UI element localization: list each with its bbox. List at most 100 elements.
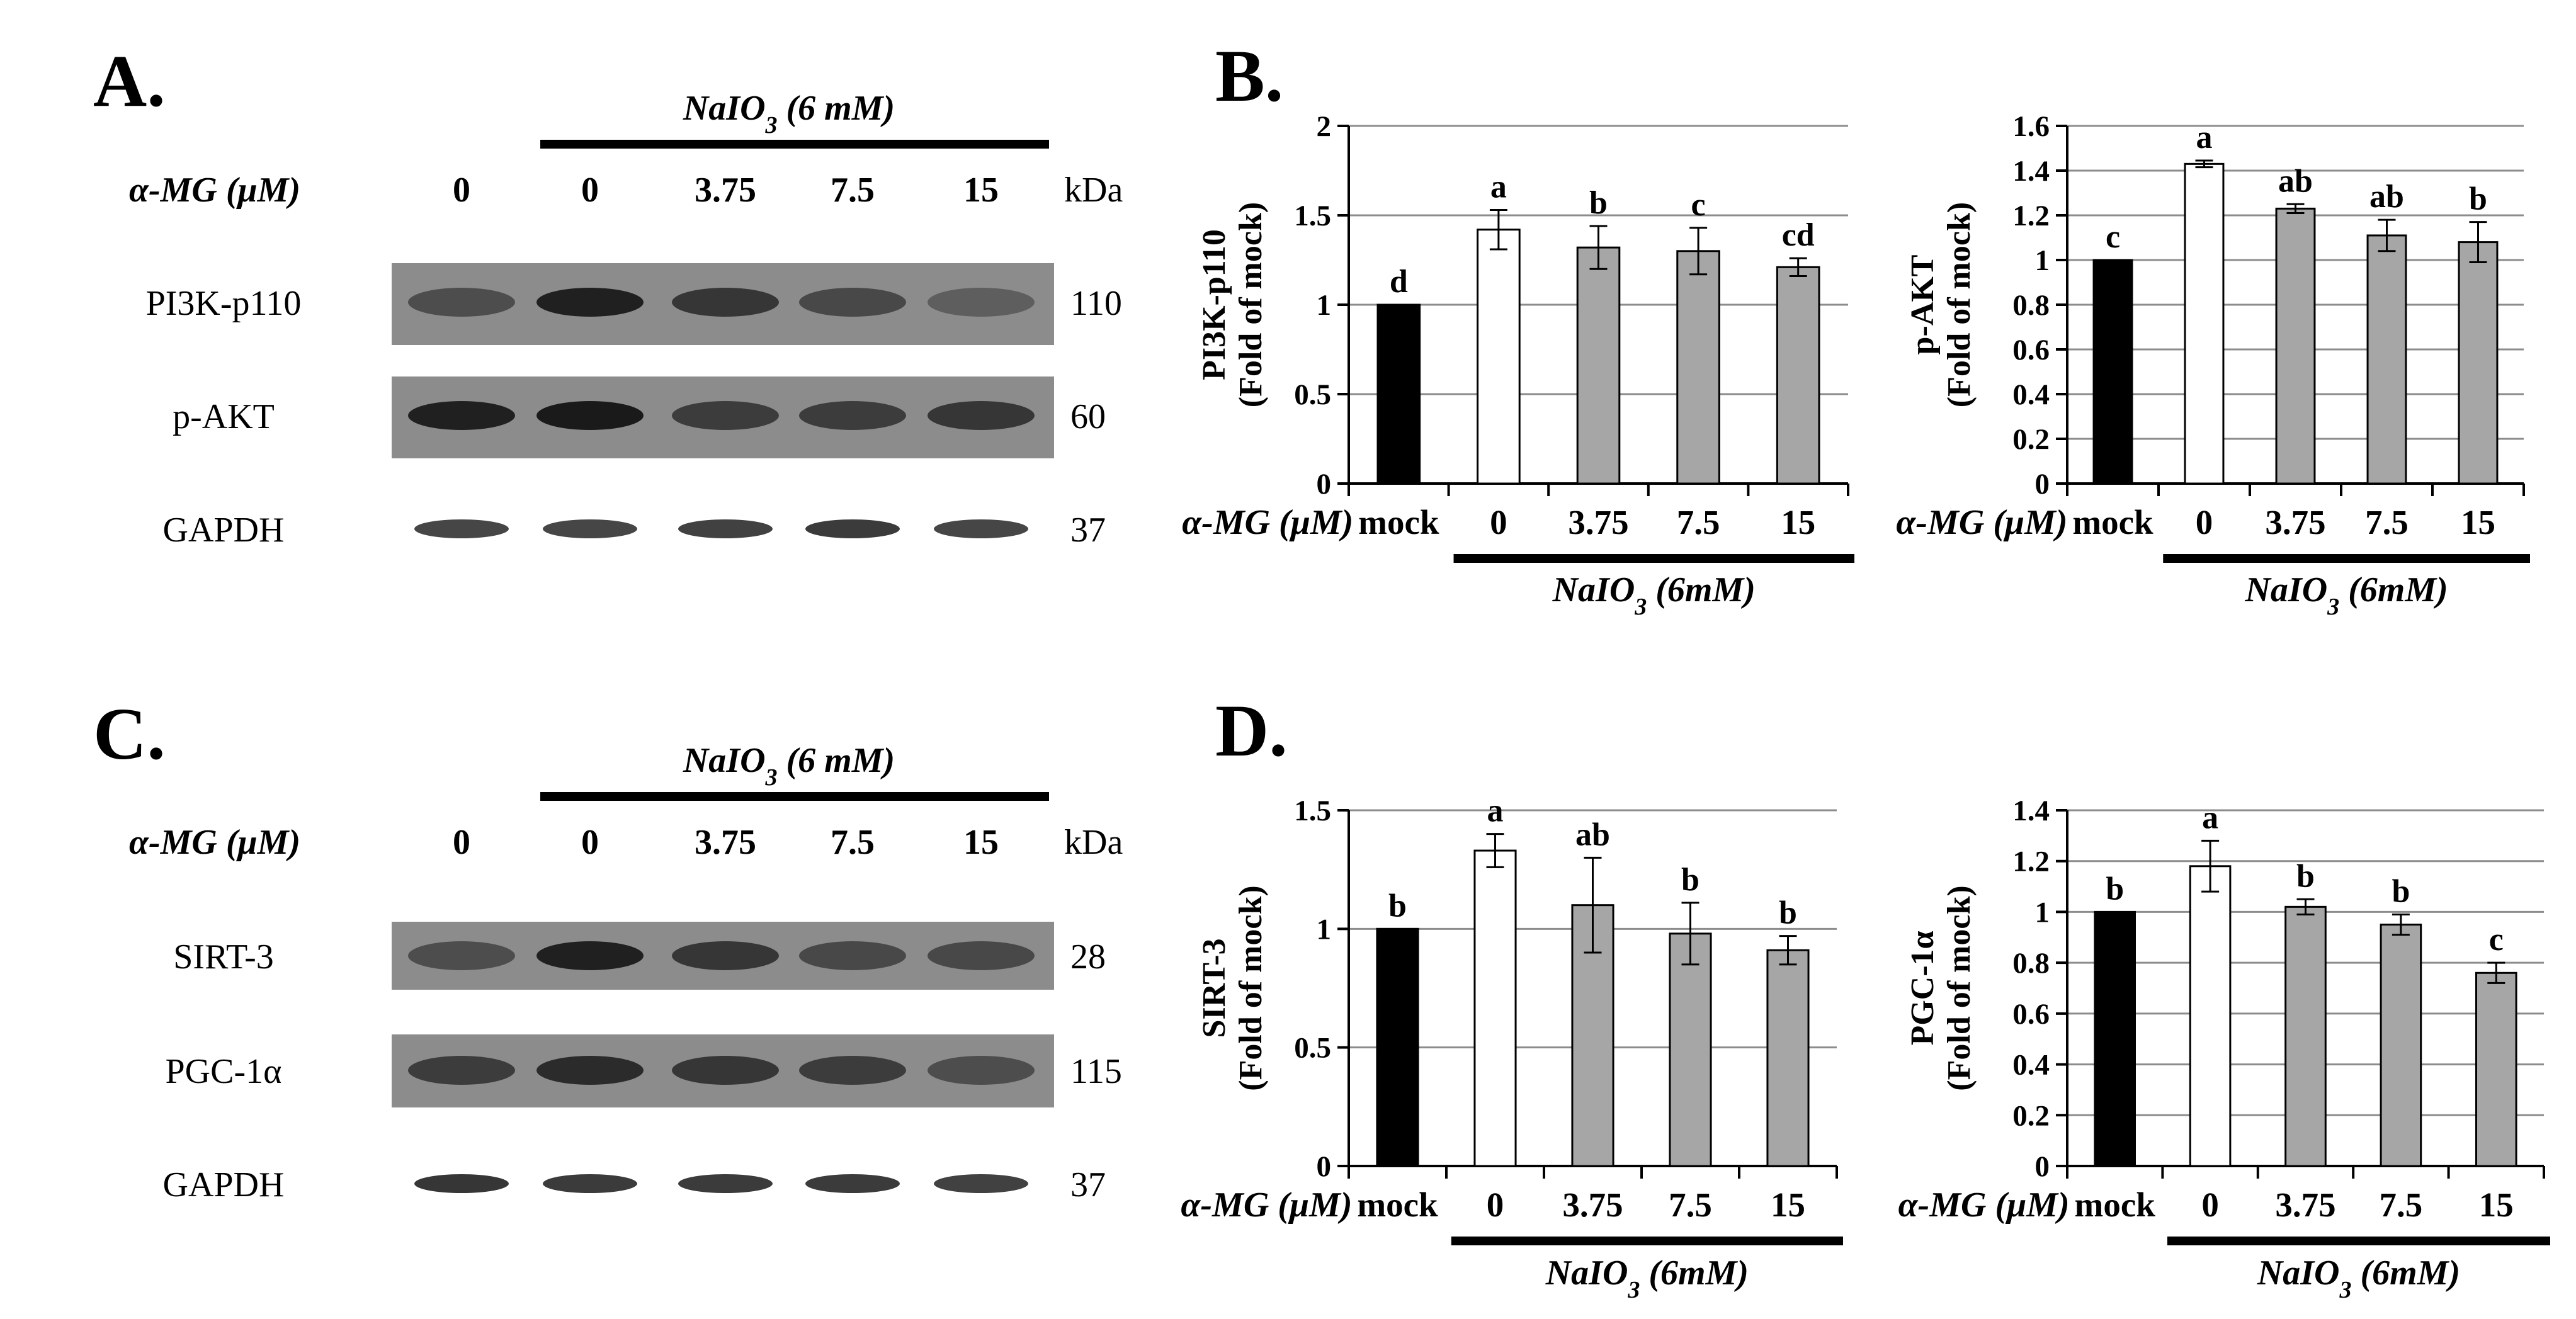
lane-label: 15 <box>963 171 999 210</box>
panel-label-a: A. <box>93 40 166 122</box>
significance-label: b <box>1388 888 1407 924</box>
western-blot-c: NaIO3 (6 mM) α-MG (μM) 0 0 3.75 7.5 15 kDa SIRT-… <box>129 741 1123 1204</box>
x-prefix-label: α-MG (μM) <box>1896 503 2067 542</box>
significance-label: ab <box>1575 817 1610 852</box>
significance-label: b <box>1779 895 1797 931</box>
blot-band <box>543 519 637 538</box>
kda-value: 115 <box>1070 1052 1122 1091</box>
y-tick-label: 1.5 <box>1294 795 1331 827</box>
blot-band <box>678 519 773 538</box>
x-tick-label: 0 <box>1490 503 1507 541</box>
x-tick-label: 3.75 <box>2275 1186 2335 1224</box>
blot-band <box>799 401 906 430</box>
bar <box>2184 162 2225 485</box>
western-blot-a: NaIO3 (6 mM) α-MG (μM) 0 0 3.75 7.5 15 kDa PI3K-… <box>129 89 1123 550</box>
y-tick-label: 0.8 <box>2012 947 2050 980</box>
significance-label: d <box>1390 264 1408 300</box>
kda-value: 60 <box>1070 397 1106 436</box>
x-tick-label: 15 <box>1771 1186 1805 1224</box>
bar <box>1676 250 1720 485</box>
y-tick-label: 0 <box>1317 1150 1332 1183</box>
bar <box>2380 924 2422 1167</box>
blot-band <box>536 1056 644 1085</box>
bar <box>1376 303 1421 485</box>
significance-label: cd <box>1782 217 1815 253</box>
treatment-label: NaIO3 (6mM) <box>2244 570 2448 620</box>
blot-band <box>672 401 779 430</box>
x-tick-label: 15 <box>2479 1186 2514 1224</box>
bar <box>2475 971 2517 1167</box>
lane-label: 7.5 <box>831 823 875 862</box>
bar <box>2284 905 2327 1167</box>
significance-label: a <box>2202 800 2218 835</box>
y-tick-label: 0 <box>2035 468 2050 501</box>
bar <box>2189 865 2232 1167</box>
treatment-bar <box>2167 1237 2550 1245</box>
blot-band <box>928 401 1035 430</box>
bar <box>2275 207 2316 485</box>
bar-chart-pi3k: 0 0.5 1 1.5 2 PI3K-p110(Fold of mock) d mock a 0 b… <box>1182 110 1854 620</box>
blot-band <box>414 519 509 538</box>
blot-band <box>805 519 900 538</box>
blot-band <box>536 941 644 970</box>
y-tick-label: 1.4 <box>2012 155 2050 188</box>
x-tick-label: 0 <box>2196 503 2213 541</box>
x-tick-label: 7.5 <box>2380 1186 2423 1224</box>
protein-label: GAPDH <box>163 1165 285 1204</box>
y-tick-label: 0.5 <box>1294 378 1331 411</box>
x-tick-label: 0 <box>2201 1186 2219 1224</box>
bar <box>2092 259 2133 485</box>
x-tick-label: mock <box>1357 1186 1438 1224</box>
protein-label: SIRT-3 <box>173 937 274 977</box>
treatment-bar <box>1453 554 1854 563</box>
kda-value: 28 <box>1070 937 1106 977</box>
blot-band <box>543 1174 637 1193</box>
y-tick-label: 1.2 <box>2012 846 2050 878</box>
protein-label: GAPDH <box>163 511 285 550</box>
bar <box>2366 234 2407 485</box>
y-tick-label: 1.2 <box>2012 200 2050 232</box>
significance-label: ab <box>2369 179 2404 215</box>
significance-label: a <box>1487 793 1504 829</box>
bar <box>1576 246 1621 485</box>
significance-label: b <box>2469 181 2487 217</box>
blot-band <box>799 288 906 317</box>
y-axis-label: SIRT-3(Fold of mock) <box>1196 885 1269 1090</box>
significance-label: b <box>2392 873 2410 909</box>
blot-band <box>678 1174 773 1193</box>
y-axis-label: PGC-1α(Fold of mock) <box>1905 885 1977 1090</box>
x-tick-label: 3.75 <box>1568 503 1628 541</box>
y-tick-label: 0.6 <box>2012 334 2050 366</box>
blot-band <box>672 941 779 970</box>
x-tick-label: mock <box>2075 1186 2156 1224</box>
x-tick-label: 7.5 <box>1677 503 1720 541</box>
blot-band <box>672 288 779 317</box>
kda-value: 37 <box>1070 1165 1106 1204</box>
kda-value: 37 <box>1070 511 1106 550</box>
lane-label: 0 <box>453 171 470 210</box>
lane-label: 0 <box>581 823 599 862</box>
blot-band <box>805 1174 900 1193</box>
y-tick-label: 0.6 <box>2012 998 2050 1031</box>
x-prefix-label: α-MG (μM) <box>1898 1186 2070 1225</box>
x-tick-label: 0 <box>1487 1186 1504 1224</box>
blot-band <box>408 1056 515 1085</box>
treatment-label: NaIO3 (6mM) <box>2257 1254 2460 1303</box>
significance-label: b <box>2296 858 2315 894</box>
blot-band <box>928 288 1035 317</box>
treatment-label: NaIO3 (6 mM) <box>683 89 895 139</box>
blot-band <box>672 1056 779 1085</box>
blot-band <box>536 401 644 430</box>
x-tick-label: 3.75 <box>2265 503 2325 541</box>
treatment-label: NaIO3 (6mM) <box>1552 570 1756 620</box>
bar <box>2094 910 2136 1167</box>
y-tick-label: 1 <box>2035 896 2050 929</box>
panel-label-c: C. <box>93 693 166 775</box>
y-tick-label: 0.2 <box>2012 423 2050 456</box>
significance-label: ab <box>2278 163 2313 199</box>
y-tick-label: 1.5 <box>1294 200 1331 232</box>
y-tick-label: 0 <box>2035 1150 2050 1183</box>
x-prefix-label: α-MG (μM) <box>1181 1186 1352 1225</box>
blot-band <box>408 288 515 317</box>
